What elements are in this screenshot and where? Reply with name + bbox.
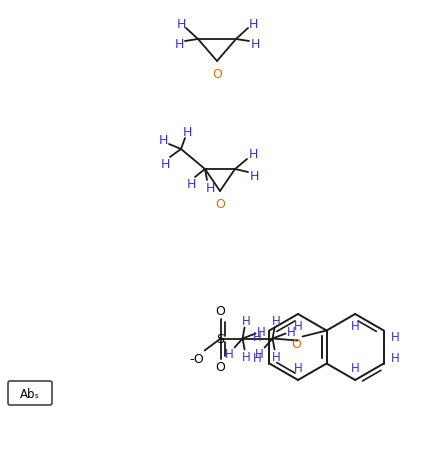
Text: H: H xyxy=(294,320,302,333)
Text: H: H xyxy=(186,178,196,191)
Text: H: H xyxy=(257,325,266,338)
Text: H: H xyxy=(225,347,234,360)
Text: H: H xyxy=(391,330,400,343)
Text: H: H xyxy=(248,18,258,30)
Text: H: H xyxy=(158,134,168,147)
Text: O: O xyxy=(212,69,222,81)
Text: H: H xyxy=(242,314,251,327)
Text: H: H xyxy=(272,314,281,327)
Text: O: O xyxy=(216,304,226,318)
Text: O: O xyxy=(292,337,302,350)
Text: H: H xyxy=(249,170,259,183)
Text: H: H xyxy=(248,148,258,161)
Text: S: S xyxy=(217,332,224,345)
Text: H: H xyxy=(272,350,281,363)
Text: H: H xyxy=(182,125,192,138)
Text: H: H xyxy=(294,362,302,375)
Text: Abₛ: Abₛ xyxy=(20,388,40,400)
Text: H: H xyxy=(287,325,296,338)
Text: H: H xyxy=(255,347,264,360)
Text: -O: -O xyxy=(189,352,204,365)
Text: H: H xyxy=(351,320,359,333)
Text: H: H xyxy=(250,38,260,51)
Text: H: H xyxy=(176,18,186,30)
Text: H: H xyxy=(242,350,251,363)
Text: O: O xyxy=(216,360,226,373)
Text: H: H xyxy=(174,38,184,51)
Text: H: H xyxy=(205,181,215,194)
Text: O: O xyxy=(215,198,225,211)
Text: H: H xyxy=(253,351,262,364)
Text: H: H xyxy=(351,362,359,375)
FancyBboxPatch shape xyxy=(8,381,52,405)
Text: H: H xyxy=(253,330,262,343)
Text: H: H xyxy=(160,157,170,170)
Text: H: H xyxy=(391,351,400,364)
